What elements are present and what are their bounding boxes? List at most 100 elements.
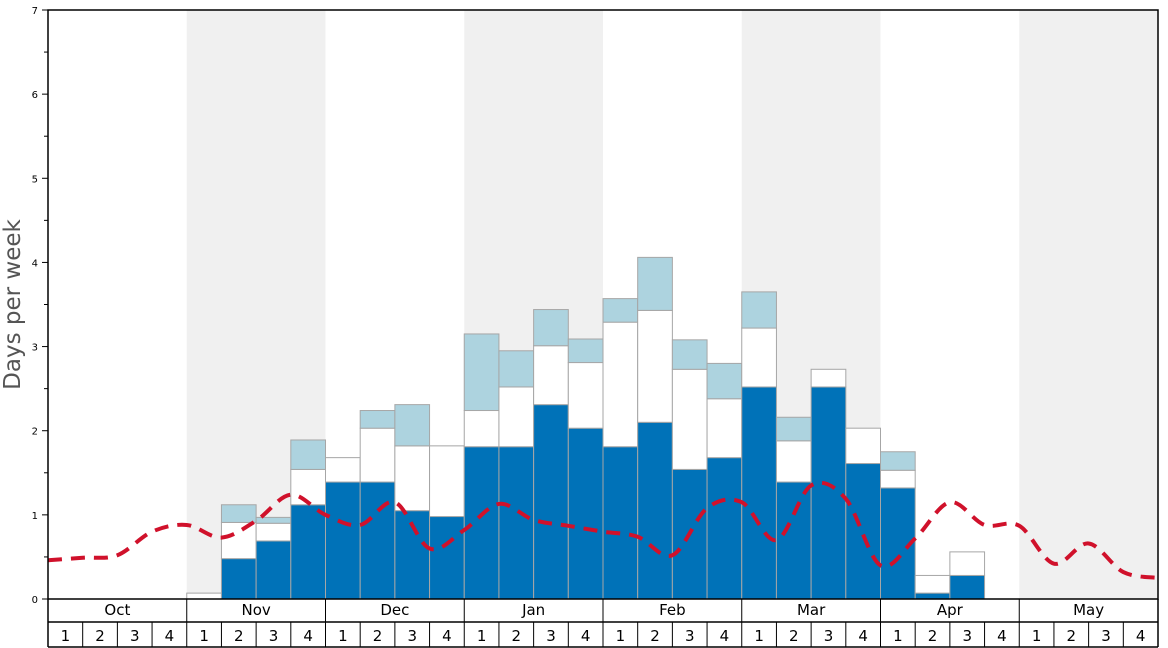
week-label: 2 (373, 627, 383, 645)
week-label: 2 (95, 627, 105, 645)
bar-segment-bottom (533, 404, 569, 600)
week-label: 4 (442, 627, 452, 645)
bar-segment-middle (706, 398, 743, 459)
week-label: 3 (1101, 627, 1111, 645)
week-label: 3 (269, 627, 279, 645)
month-label-may: May (1073, 601, 1104, 619)
bar-segment-top (706, 362, 743, 400)
week-label: 1 (893, 627, 903, 645)
y-tick-label: 7 (32, 6, 38, 17)
month-label-feb: Feb (659, 601, 686, 619)
bar-segment-top (775, 416, 812, 442)
bar-segment-top (602, 298, 639, 323)
month-band-may (1019, 10, 1158, 599)
bar-segment-bottom (255, 540, 292, 600)
week-label: 3 (962, 627, 972, 645)
bar-segment-middle (325, 457, 361, 483)
bar-segment-top (290, 439, 326, 470)
week-label: 4 (581, 627, 591, 645)
bar-segment-middle (741, 327, 777, 388)
bar-segment-middle (775, 440, 812, 483)
week-label: 2 (789, 627, 799, 645)
bar-segment-middle (845, 427, 881, 465)
week-label: 2 (928, 627, 938, 645)
week-label: 2 (1067, 627, 1077, 645)
bar-segment-bottom (741, 386, 777, 600)
y-axis: 0 1 2 3 4 5 6 7 (32, 6, 48, 606)
bar-segment-top (220, 504, 257, 523)
bar-segment-top (498, 350, 535, 388)
x-axis: Oct Nov Dec Jan Feb Mar Apr May 1 2 3 4 1 2 3 4 1 2 3 4 1 2 3 4… (47, 599, 1159, 648)
week-label: 3 (130, 627, 140, 645)
week-label: 3 (546, 627, 556, 645)
bar-segment-middle (637, 309, 673, 423)
bar-segment-middle (186, 592, 222, 600)
bar-segment-bottom (706, 457, 743, 600)
bar-segment-middle (602, 321, 639, 448)
bar-segment-middle (463, 410, 500, 448)
bar-segment-top (567, 338, 604, 364)
bar-segment-middle (671, 368, 708, 470)
bars (186, 256, 986, 600)
bar-segment-bottom (498, 446, 535, 600)
bar-segment-bottom (810, 386, 847, 600)
y-tick-label: 5 (32, 174, 38, 185)
week-label: 1 (1032, 627, 1042, 645)
y-tick-label: 1 (32, 511, 38, 522)
bar-segment-middle (429, 445, 465, 518)
week-label: 4 (720, 627, 730, 645)
bar-segment-top (255, 516, 292, 524)
month-label-apr: Apr (937, 601, 964, 619)
bar-segment-top (463, 333, 500, 412)
bar-segment-middle (255, 522, 292, 542)
bar-segment-top (394, 404, 431, 447)
bar-segment-middle (567, 362, 604, 429)
bar-segment-top (533, 309, 569, 347)
bar-segment-bottom (220, 558, 257, 600)
bar-segment-bottom (775, 481, 812, 600)
bar-segment-bottom (602, 446, 639, 600)
bar-segment-bottom (325, 481, 361, 600)
bar-segment-middle (533, 345, 569, 406)
week-label: 3 (685, 627, 695, 645)
bar-segment-middle (914, 574, 951, 594)
bar-segment-middle (290, 468, 326, 506)
week-label: 1 (199, 627, 209, 645)
week-label: 1 (754, 627, 764, 645)
bar-segment-top (637, 256, 673, 311)
week-label: 1 (477, 627, 487, 645)
bar-segment-bottom (914, 592, 951, 600)
week-label: 1 (616, 627, 626, 645)
bar-segment-bottom (567, 427, 604, 600)
bar-segment-bottom (290, 504, 326, 600)
bar-segment-middle (394, 445, 431, 512)
month-label-jan: Jan (521, 601, 545, 619)
bar-segment-top (359, 410, 396, 429)
y-tick-label: 6 (32, 90, 38, 101)
y-tick-label: 4 (32, 258, 38, 269)
bar-segment-middle (220, 521, 257, 560)
y-tick-label: 0 (32, 595, 38, 606)
week-label: 4 (997, 627, 1007, 645)
month-label-nov: Nov (241, 601, 270, 619)
bar-segment-bottom (845, 463, 881, 600)
week-label: 2 (234, 627, 244, 645)
month-label-oct: Oct (104, 601, 130, 619)
week-label: 2 (512, 627, 522, 645)
month-bands (186, 10, 1158, 599)
week-label: 1 (61, 627, 71, 645)
y-tick-label: 3 (32, 343, 38, 354)
y-tick-label: 2 (32, 427, 38, 438)
bar-segment-bottom (463, 446, 500, 600)
trend-line (47, 480, 1159, 580)
week-label: 4 (858, 627, 868, 645)
bar-segment-top (671, 339, 708, 370)
week-label: 4 (1136, 627, 1146, 645)
bar-segment-bottom (949, 574, 986, 600)
week-label: 3 (824, 627, 834, 645)
y-axis-label: Days per week (0, 218, 26, 389)
bar-segment-bottom (637, 421, 673, 600)
month-label-dec: Dec (380, 601, 409, 619)
bar-segment-bottom (429, 516, 465, 600)
